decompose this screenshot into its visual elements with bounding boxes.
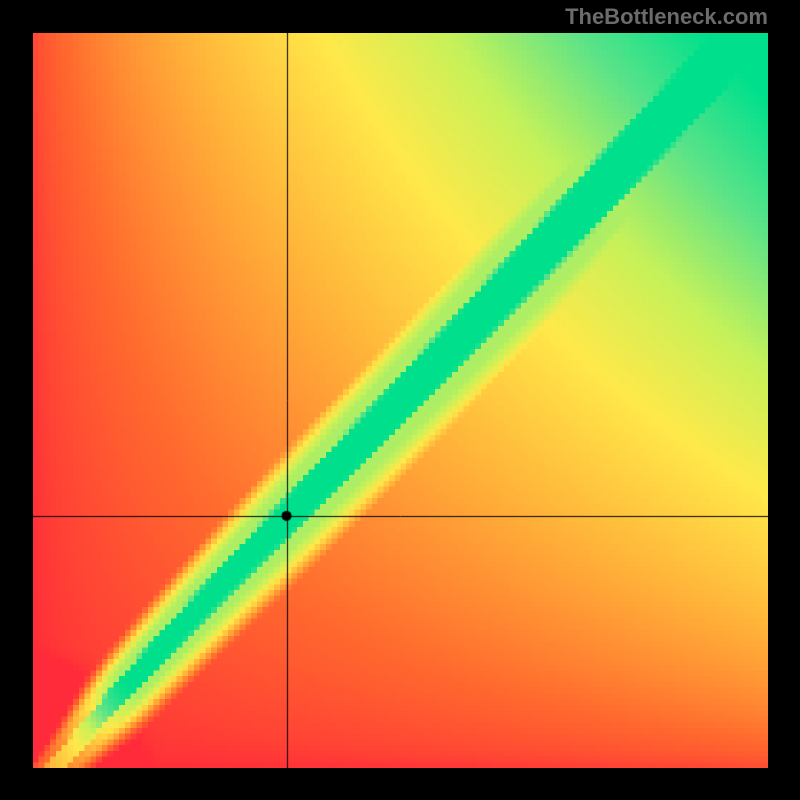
chart-container: TheBottleneck.com [0,0,800,800]
bottleneck-heatmap [33,33,768,768]
watermark-label: TheBottleneck.com [565,4,768,30]
